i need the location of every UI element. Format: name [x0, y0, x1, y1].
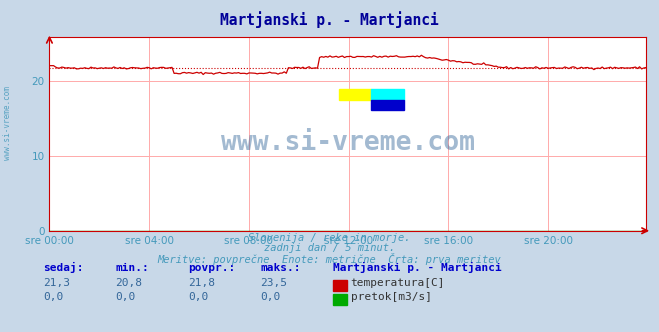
Text: temperatura[C]: temperatura[C]: [351, 278, 445, 288]
Bar: [339, 89, 372, 100]
Bar: [372, 89, 404, 100]
Text: povpr.:: povpr.:: [188, 263, 235, 273]
Text: Martjanski p. - Martjanci: Martjanski p. - Martjanci: [220, 12, 439, 29]
Text: www.si-vreme.com: www.si-vreme.com: [221, 130, 474, 156]
Text: 0,0: 0,0: [43, 292, 63, 302]
Text: 21,3: 21,3: [43, 278, 70, 288]
Text: 20,8: 20,8: [115, 278, 142, 288]
Text: Meritve: povprečne  Enote: metrične  Črta: prva meritev: Meritve: povprečne Enote: metrične Črta:…: [158, 253, 501, 265]
Text: pretok[m3/s]: pretok[m3/s]: [351, 292, 432, 302]
Text: www.si-vreme.com: www.si-vreme.com: [3, 86, 13, 160]
Text: Slovenija / reke in morje.: Slovenija / reke in morje.: [248, 233, 411, 243]
Text: sedaj:: sedaj:: [43, 262, 83, 273]
Text: 0,0: 0,0: [188, 292, 208, 302]
Text: Martjanski p. - Martjanci: Martjanski p. - Martjanci: [333, 262, 501, 273]
Text: maks.:: maks.:: [260, 263, 301, 273]
Text: 21,8: 21,8: [188, 278, 215, 288]
Text: 0,0: 0,0: [115, 292, 136, 302]
Bar: [372, 100, 404, 110]
Text: 23,5: 23,5: [260, 278, 287, 288]
Text: zadnji dan / 5 minut.: zadnji dan / 5 minut.: [264, 243, 395, 253]
Text: min.:: min.:: [115, 263, 149, 273]
Text: 0,0: 0,0: [260, 292, 281, 302]
